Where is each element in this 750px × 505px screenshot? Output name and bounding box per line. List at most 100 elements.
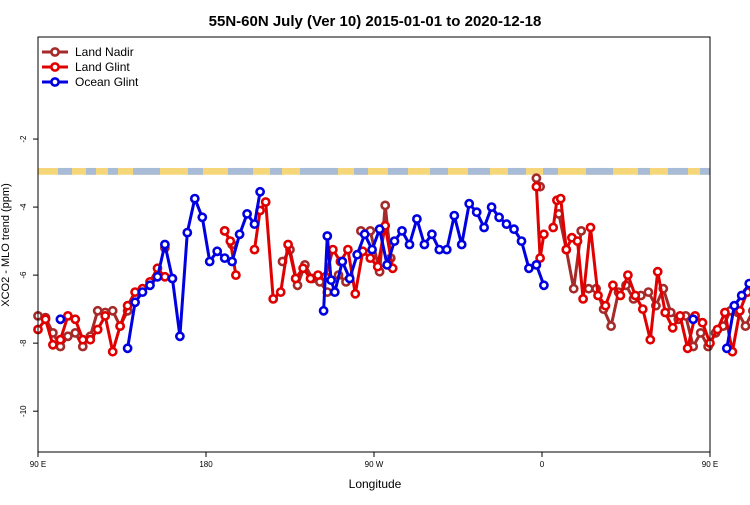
data-point (77, 334, 88, 345)
band-ocean (468, 167, 490, 175)
x-tick-label: 180 (199, 460, 213, 469)
data-point (578, 293, 588, 304)
x-tick-label: 0 (540, 460, 545, 469)
data-point (380, 200, 391, 211)
data-point (524, 263, 534, 274)
data-point (637, 304, 648, 314)
data-point (729, 300, 740, 311)
data-point (561, 244, 572, 255)
series-line (725, 280, 750, 349)
data-point (744, 278, 750, 289)
data-point (268, 293, 279, 304)
data-point (122, 300, 133, 311)
data-point (426, 229, 437, 240)
data-point (92, 324, 103, 335)
data-point (107, 346, 118, 357)
data-point (48, 339, 58, 350)
y-axis-label: XCO2 - MLO trend (ppm) (0, 183, 12, 306)
data-point (652, 266, 663, 277)
y-tick-label: -8 (19, 339, 28, 347)
data-point (367, 244, 377, 255)
data-point (434, 244, 445, 255)
band-ocean (108, 167, 118, 175)
data-point (576, 225, 587, 236)
data-point (249, 244, 260, 255)
data-point (464, 198, 475, 209)
legend-label: Ocean Glint (75, 75, 139, 89)
band-ocean (638, 167, 650, 175)
data-point (593, 290, 603, 301)
data-point (85, 334, 96, 345)
data-point (230, 270, 241, 280)
data-point (740, 321, 750, 331)
data-point (159, 239, 170, 250)
data-point (695, 327, 706, 338)
data-point (608, 280, 618, 291)
data-point (359, 229, 370, 240)
data-point (322, 231, 333, 241)
data-point (63, 310, 73, 321)
data-point (736, 290, 747, 301)
legend-label: Land Nadir (75, 45, 134, 59)
band-ocean (300, 167, 338, 175)
data-point (107, 305, 118, 316)
data-point (182, 227, 193, 238)
data-point (275, 287, 286, 297)
data-point (539, 280, 549, 291)
data-point (219, 225, 230, 236)
band-ocean (270, 167, 282, 175)
legend-marker (50, 62, 60, 72)
series-1 (33, 181, 750, 357)
data-point (70, 314, 81, 325)
band-ocean (86, 167, 96, 175)
data-point (471, 207, 482, 218)
data-point (643, 287, 654, 297)
data-point (234, 229, 245, 240)
y-tick-label: -6 (19, 271, 28, 279)
x-axis-label: Longitude (349, 477, 402, 491)
data-point (145, 280, 155, 291)
data-point (326, 275, 336, 286)
data-point (735, 305, 745, 316)
data-point (152, 271, 163, 282)
data-point (555, 193, 566, 204)
series-line (534, 186, 546, 260)
data-point (242, 208, 252, 219)
band-ocean (430, 167, 448, 175)
data-point (298, 263, 308, 274)
data-point (92, 305, 103, 316)
data-point (501, 219, 512, 229)
data-point (548, 222, 559, 233)
data-point (290, 273, 301, 284)
legend-marker (50, 47, 60, 57)
data-point (55, 334, 66, 345)
y-tick-label: -4 (19, 203, 28, 211)
data-point (667, 322, 678, 333)
data-point (389, 236, 400, 246)
data-point (516, 236, 527, 246)
data-point (219, 253, 230, 263)
data-point (305, 273, 316, 284)
data-point (615, 290, 626, 301)
data-point (337, 256, 348, 267)
x-tick-label: 90 W (365, 460, 384, 469)
data-point (167, 273, 178, 284)
data-point (585, 222, 596, 233)
data-point (212, 246, 223, 257)
data-point (441, 244, 452, 255)
land-mask-band (38, 167, 710, 175)
data-point (365, 253, 376, 263)
data-point (509, 224, 519, 235)
series-layer (33, 173, 750, 357)
band-ocean (508, 167, 526, 175)
data-point (630, 290, 641, 301)
legend-item: Land Nadir (42, 45, 134, 59)
data-point (720, 307, 730, 318)
band-ocean (354, 167, 368, 175)
data-point (204, 256, 215, 267)
data-point (130, 297, 140, 308)
data-point (249, 219, 260, 229)
data-point (404, 239, 415, 250)
data-point (174, 331, 185, 342)
